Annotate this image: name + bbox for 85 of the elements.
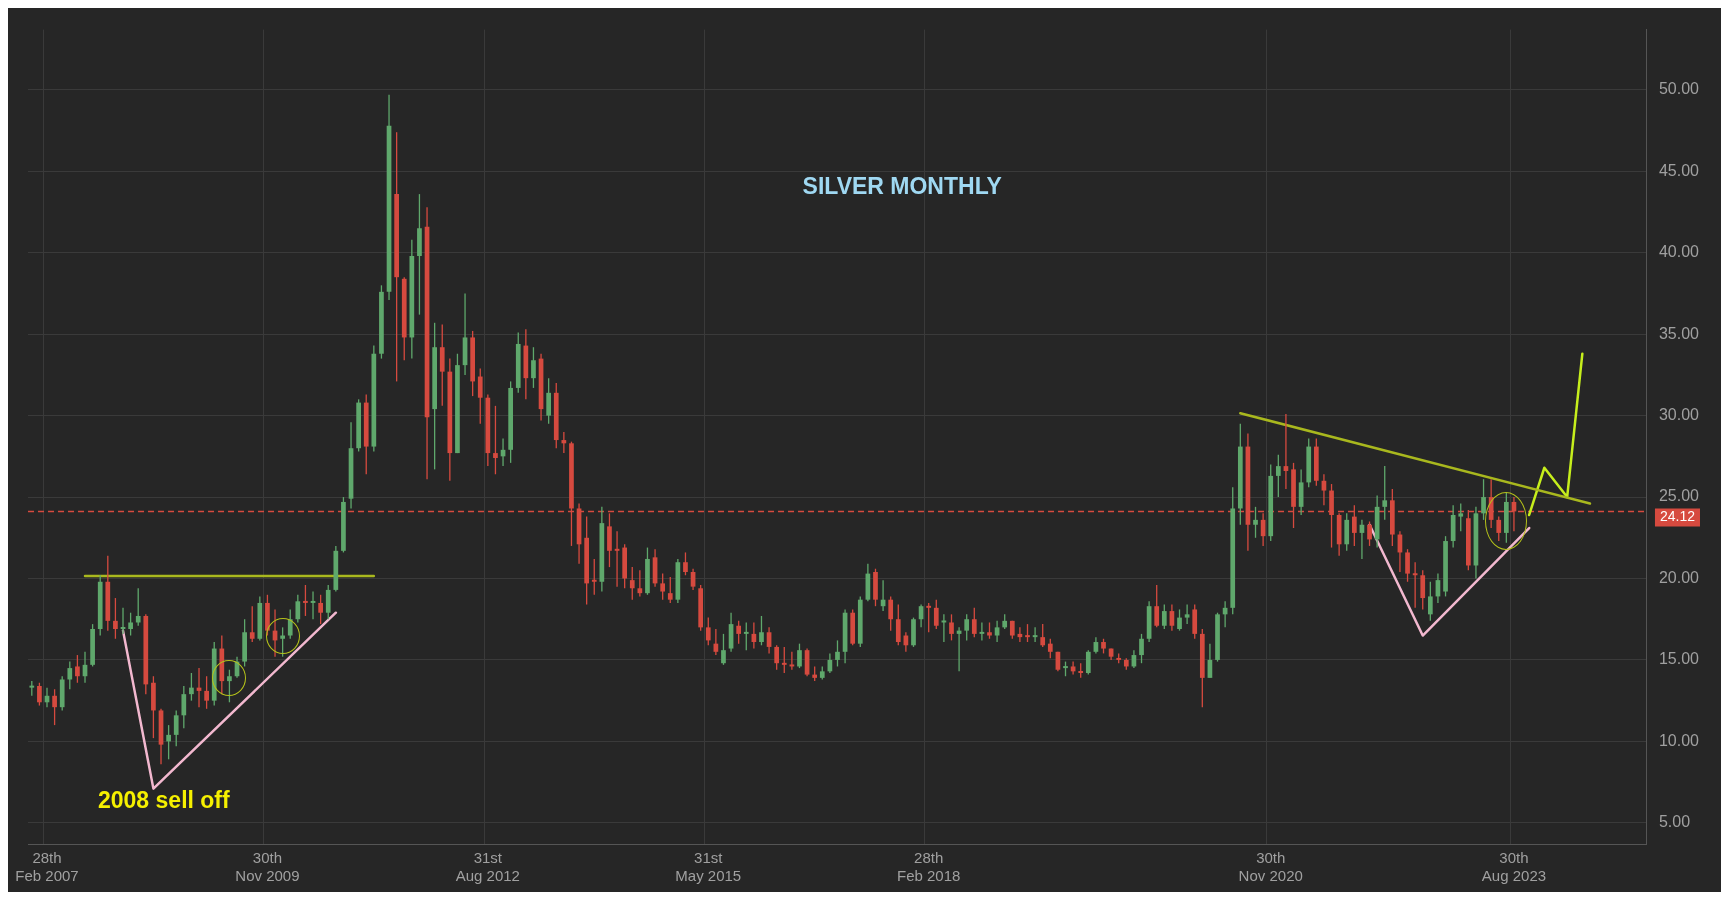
candlestick <box>971 607 977 638</box>
candlestick <box>1481 478 1486 521</box>
candlestick <box>531 346 536 389</box>
candlestick <box>1184 603 1190 625</box>
candlestick <box>166 724 171 760</box>
candlestick <box>181 685 187 730</box>
candlestick <box>1154 584 1160 629</box>
x-tick-label: 31st May 2015 <box>675 849 742 885</box>
candlestick <box>1177 608 1182 632</box>
candlestick <box>493 405 498 475</box>
candlestick <box>1405 548 1410 583</box>
candlestick <box>1367 520 1372 547</box>
candlestick <box>135 587 141 627</box>
candlestick <box>781 646 787 674</box>
y-tick-label: 20.00 <box>1658 568 1700 586</box>
candlestick <box>295 594 301 624</box>
candlestick <box>37 682 42 707</box>
candlestick <box>546 377 552 425</box>
y-tick-label: 5.00 <box>1658 813 1691 831</box>
candlestick <box>797 643 802 669</box>
candlestick <box>303 584 308 617</box>
candlestick <box>835 639 840 668</box>
candlestick <box>1427 581 1433 622</box>
candlestick <box>1161 603 1167 630</box>
candlestick <box>1420 569 1426 611</box>
candlestick <box>477 367 483 425</box>
x-tick-label: 31st Aug 2012 <box>455 849 520 885</box>
y-tick-label: 50.00 <box>1658 80 1700 98</box>
annotation: 2008 sell off <box>98 787 231 814</box>
candlestick <box>67 660 73 690</box>
candlestick <box>204 675 209 710</box>
y-tick-label: 45.00 <box>1658 161 1700 179</box>
candlestick <box>173 709 179 747</box>
candlestick <box>249 605 255 643</box>
candlestick <box>743 621 749 651</box>
candlestick <box>994 620 1000 643</box>
x-tick-label: 30th Aug 2023 <box>1481 849 1547 885</box>
candlestick <box>660 572 666 601</box>
candlestick <box>227 669 232 703</box>
candlestick <box>52 688 57 726</box>
candlestick <box>1047 638 1053 659</box>
candlestick <box>75 654 80 684</box>
x-tick-label: 28th Feb 2018 <box>896 849 961 885</box>
candlestick <box>949 613 954 642</box>
x-tick-label: 30th Nov 2009 <box>235 849 300 885</box>
candlestick <box>287 608 293 640</box>
candlestick <box>759 615 764 646</box>
candlestick <box>280 626 285 658</box>
candlestick <box>1275 454 1281 498</box>
candlestick <box>1040 623 1046 648</box>
y-tick-label: 40.00 <box>1658 243 1700 261</box>
candlestick <box>318 594 323 625</box>
candlestick <box>1496 515 1502 542</box>
text: SILVER MONTHLY <box>802 172 1002 199</box>
candlestick <box>895 603 901 646</box>
candlestick <box>1253 506 1258 539</box>
candlestick <box>683 551 688 576</box>
ref-line-label: 24.12 <box>1659 508 1696 525</box>
y-tick-label: 15.00 <box>1658 650 1700 668</box>
candlestick <box>1139 633 1144 664</box>
candlestick <box>667 576 673 604</box>
y-tick-label: 10.00 <box>1658 731 1700 749</box>
candlestick <box>1458 502 1464 532</box>
candlestick <box>774 644 780 671</box>
candlestick <box>629 566 635 601</box>
candlestick <box>189 672 194 702</box>
y-tick-label: 30.00 <box>1658 406 1700 424</box>
candlestick <box>736 620 742 645</box>
candlestick <box>933 599 939 630</box>
candlestick <box>561 431 567 454</box>
candlestick <box>1382 465 1388 521</box>
y-tick-label: 25.00 <box>1658 487 1700 505</box>
x-tick-label: 30th Nov 2020 <box>1238 849 1303 885</box>
candlestick <box>128 612 133 637</box>
candlestick <box>113 597 118 640</box>
candlestick <box>964 613 970 642</box>
candlestick <box>325 584 331 620</box>
candlestick <box>926 602 932 633</box>
candlestick <box>721 633 726 666</box>
candlestick <box>705 616 711 646</box>
candlestick <box>591 558 597 596</box>
candlestick <box>888 595 894 632</box>
y-tick-label: 35.00 <box>1658 324 1700 342</box>
x-tick-label: 28th Feb 2007 <box>15 849 79 885</box>
candlestick <box>1085 649 1091 676</box>
